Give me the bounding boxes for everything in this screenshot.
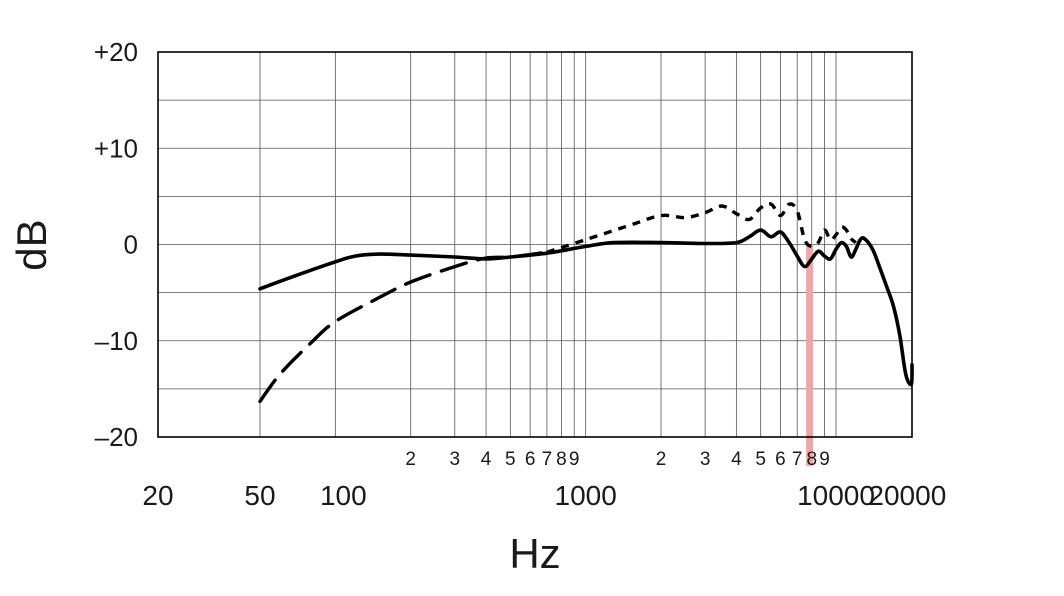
x-minor-tick-label: 8: [806, 449, 817, 470]
x-major-tick-label: 100: [320, 480, 367, 511]
x-major-tick-label: 20: [142, 480, 173, 511]
y-tick-label: +10: [94, 133, 138, 163]
x-minor-tick-label: 6: [775, 449, 786, 470]
series-line-dashed: [258, 250, 549, 404]
y-tick-labels: +20 +10 0 –10 –20: [94, 37, 138, 452]
highlight-band: [806, 244, 814, 466]
x-minor-tick-label: 8: [556, 449, 567, 470]
y-axis-label: dB: [8, 219, 55, 270]
plot-frame: [157, 51, 913, 438]
x-minor-tick-label: 5: [755, 449, 766, 470]
highlight-bands: [806, 244, 814, 466]
x-minor-tick-label: 2: [405, 449, 416, 470]
series-line-dotted: [546, 202, 857, 254]
x-major-tick-label: 50: [244, 480, 275, 511]
x-minor-tick-label: 2: [656, 449, 667, 470]
x-minor-tick-label: 7: [792, 449, 803, 470]
x-minor-tick-label: 7: [542, 449, 553, 470]
x-minor-tick-label: 4: [731, 449, 742, 470]
x-minor-tick-label: 5: [505, 449, 516, 470]
x-major-tick-label: 1000: [555, 480, 617, 511]
x-axis-label: Hz: [509, 530, 560, 577]
response-curves: [258, 202, 914, 404]
y-tick-label: +20: [94, 37, 138, 67]
x-major-tick-label: 20000: [868, 480, 946, 511]
x-minor-tick-label: 3: [449, 449, 460, 470]
x-minor-tick-label: 3: [700, 449, 711, 470]
x-major-tick-label: 10000: [797, 480, 875, 511]
grid-lines: [158, 51, 912, 438]
x-minor-tick-label: 9: [819, 449, 830, 470]
x-minor-tick-label: 4: [481, 449, 492, 470]
y-tick-label: –10: [95, 326, 138, 356]
x-minor-tick-label: 9: [569, 449, 580, 470]
x-minor-tick-label: 6: [525, 449, 536, 470]
y-tick-label: 0: [124, 230, 138, 260]
y-tick-label: –20: [95, 422, 138, 452]
